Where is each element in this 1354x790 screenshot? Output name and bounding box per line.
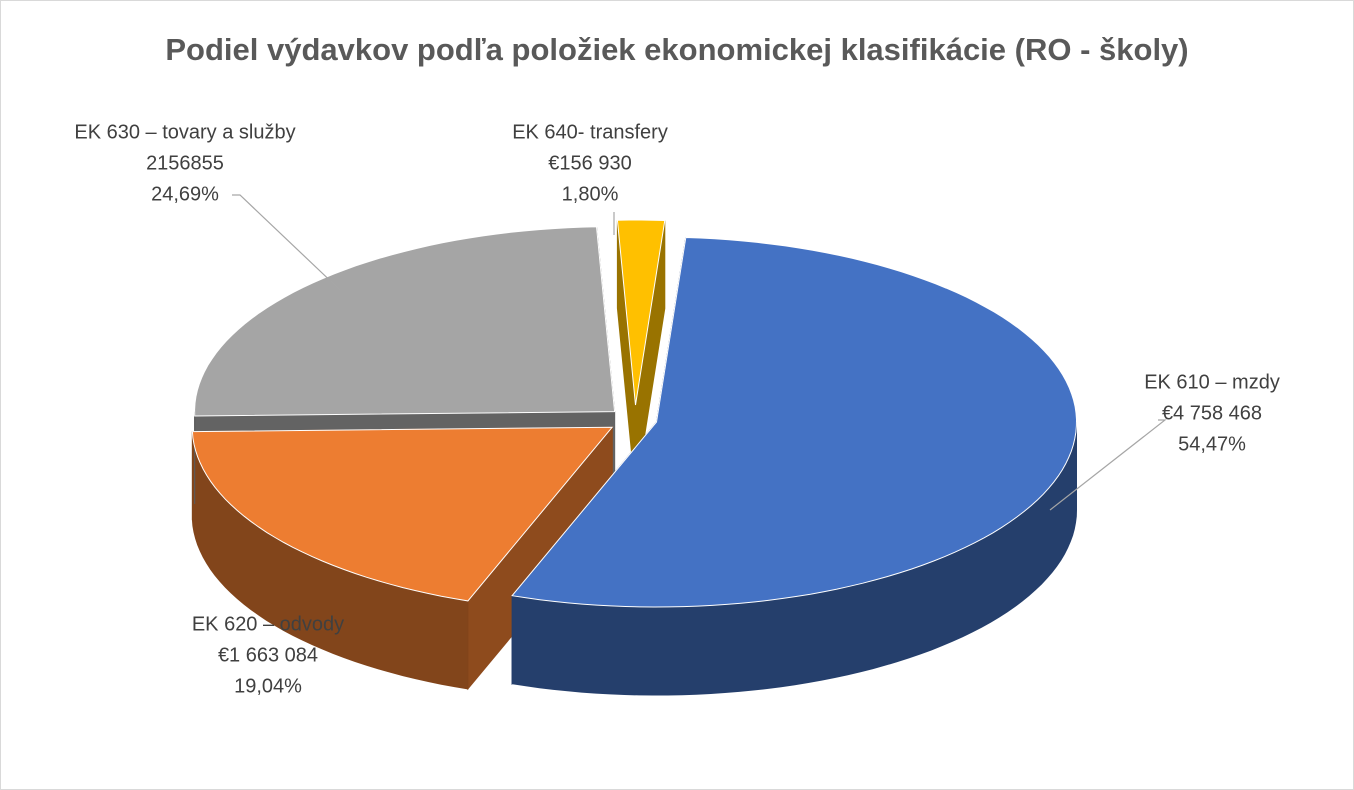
label-percent: 24,69%	[151, 183, 219, 205]
label-category: EK 620 – odvody	[192, 613, 344, 635]
leader-line	[232, 194, 341, 291]
label-category: EK 640- transfery	[512, 121, 668, 143]
chart-title: Podiel výdavkov podľa položiek ekonomick…	[165, 32, 1188, 67]
pie-slice	[616, 219, 666, 406]
data-labels: EK 610 – mzdy €4 758 468 54,47% EK 620 – od…	[74, 121, 1279, 697]
leader-line	[1049, 419, 1167, 511]
pie-tops	[191, 219, 1078, 608]
pie-slice	[194, 226, 616, 417]
label-category: EK 610 – mzdy	[1144, 371, 1280, 393]
pie-slice	[191, 426, 614, 602]
pie-slice	[511, 236, 1078, 608]
label-value: 2156855	[146, 152, 224, 174]
label-value: €156 930	[548, 152, 631, 174]
label-category: EK 630 – tovary a služby	[74, 121, 295, 143]
label-percent: 54,47%	[1178, 433, 1246, 455]
label-percent: 19,04%	[234, 675, 302, 697]
label-percent: 1,80%	[562, 183, 619, 205]
label-value: €4 758 468	[1162, 402, 1262, 424]
label-value: €1 663 084	[218, 644, 318, 666]
